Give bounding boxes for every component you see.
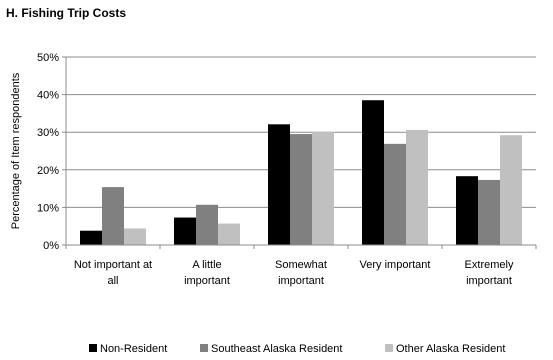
bar — [406, 129, 428, 245]
category-label: Somewhat important — [275, 259, 327, 287]
axes — [65, 57, 537, 249]
bar — [196, 204, 218, 245]
category-label: Very important — [360, 259, 431, 271]
y-axis-label: Percentage of Item respondents — [10, 72, 22, 229]
legend-swatch — [385, 344, 393, 352]
y-tick-label: 10% — [37, 202, 59, 214]
bar — [290, 134, 312, 245]
category-labels: Not important at all A little important Some… — [74, 259, 514, 287]
bar — [124, 228, 146, 245]
bar — [500, 135, 522, 245]
bar — [478, 179, 500, 245]
y-tick-label: 30% — [37, 127, 59, 139]
bar — [174, 217, 196, 245]
bar — [218, 223, 240, 245]
bars — [80, 100, 522, 246]
legend-swatch — [200, 344, 208, 352]
y-tick-label: 20% — [37, 165, 59, 177]
legend-label: Non-Resident — [100, 343, 167, 355]
y-tick-label: 0% — [43, 240, 59, 252]
bar — [362, 100, 384, 246]
chart-title: H. Fishing Trip Costs — [6, 6, 126, 20]
bar — [102, 187, 124, 245]
bar — [456, 176, 478, 245]
bar — [312, 131, 334, 245]
bar — [384, 143, 406, 245]
y-tick-label: 40% — [37, 90, 59, 102]
category-label: Extremely important — [465, 259, 514, 287]
bar — [268, 124, 290, 245]
legend-swatch — [89, 344, 97, 352]
y-tick-labels: 0% 10% 20% 30% 40% 50% — [37, 52, 59, 252]
legend-label: Other Alaska Resident — [396, 343, 505, 355]
legend-label: Southeast Alaska Resident — [211, 343, 342, 355]
category-label: Not important at all — [74, 259, 152, 287]
bar — [80, 230, 102, 245]
legend: Non-Resident Southeast Alaska Resident Oth… — [89, 343, 505, 355]
category-label: A little important — [184, 259, 230, 287]
y-tick-label: 50% — [37, 52, 59, 64]
